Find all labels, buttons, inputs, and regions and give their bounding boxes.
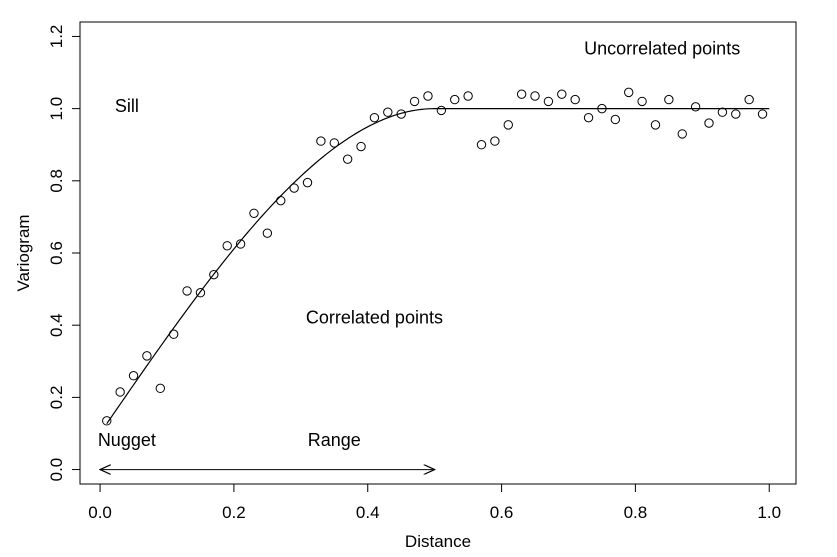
data-points <box>102 87 768 426</box>
data-point <box>744 94 754 105</box>
data-point <box>168 329 179 339</box>
data-point <box>463 91 473 101</box>
range-label: Range <box>308 430 361 450</box>
data-point <box>276 195 286 206</box>
y-tick-label: 0.2 <box>47 386 66 410</box>
data-point <box>383 107 393 117</box>
data-point <box>316 136 326 146</box>
x-tick-label: 1.0 <box>757 503 781 522</box>
data-point <box>222 241 232 251</box>
data-point <box>637 96 647 107</box>
data-point <box>704 118 714 128</box>
x-tick-label: 0.4 <box>356 503 380 522</box>
data-point <box>356 141 366 152</box>
data-point <box>610 114 621 125</box>
data-point <box>476 140 487 150</box>
data-point <box>664 94 674 105</box>
data-point <box>209 269 219 280</box>
data-point <box>155 383 165 394</box>
data-point <box>503 120 513 130</box>
nugget-label: Nugget <box>98 430 156 450</box>
data-point <box>450 94 460 105</box>
y-tick-label: 0.8 <box>47 169 66 193</box>
x-tick-label: 0.0 <box>88 503 112 522</box>
data-point <box>409 96 420 107</box>
data-point <box>423 91 433 101</box>
y-tick-label: 0.4 <box>47 313 66 337</box>
x-axis-label: Distance <box>405 532 471 551</box>
y-axis: 0.0 0.2 0.4 0.6 0.8 1.0 1.2 <box>47 25 81 482</box>
spherical-model-curve <box>106 108 770 425</box>
uncorrelated-points-label: Uncorrelated points <box>584 38 740 58</box>
data-point <box>717 107 728 117</box>
x-axis: 0.0 0.2 0.4 0.6 0.8 1.0 <box>88 483 781 522</box>
x-tick-label: 0.2 <box>222 503 246 522</box>
data-point <box>557 89 567 99</box>
data-point <box>396 109 406 119</box>
data-point <box>436 105 447 116</box>
data-point <box>583 112 594 123</box>
data-point <box>516 89 527 99</box>
data-point <box>369 112 380 123</box>
y-tick-label: 1.2 <box>47 25 66 49</box>
data-point <box>249 208 259 218</box>
data-point <box>570 94 580 105</box>
y-tick-label: 0.6 <box>47 241 66 265</box>
y-tick-label: 1.0 <box>47 97 66 121</box>
y-axis-label: Variogram <box>14 214 33 291</box>
data-point <box>195 288 206 298</box>
data-point <box>490 136 500 146</box>
data-point <box>115 387 125 397</box>
data-point <box>690 102 701 112</box>
data-point <box>329 138 339 148</box>
data-point <box>677 129 687 139</box>
data-point <box>262 228 273 238</box>
correlated-points-label: Correlated points <box>306 307 443 327</box>
data-point <box>102 416 112 426</box>
data-point <box>182 286 192 296</box>
data-point <box>128 371 139 381</box>
sill-label: Sill <box>115 96 139 116</box>
data-point <box>757 109 768 119</box>
x-tick-label: 0.6 <box>490 503 514 522</box>
data-point <box>530 91 540 101</box>
data-point <box>650 120 661 130</box>
data-point <box>624 87 634 98</box>
data-point <box>302 177 313 188</box>
data-point <box>142 351 152 361</box>
x-tick-label: 0.8 <box>624 503 648 522</box>
data-point <box>289 183 299 193</box>
data-point <box>543 96 554 107</box>
data-point <box>597 103 607 114</box>
data-point <box>342 154 353 164</box>
data-point <box>731 109 741 119</box>
plot-frame <box>79 21 797 485</box>
data-point <box>235 239 246 249</box>
y-tick-label: 0.0 <box>47 458 66 482</box>
